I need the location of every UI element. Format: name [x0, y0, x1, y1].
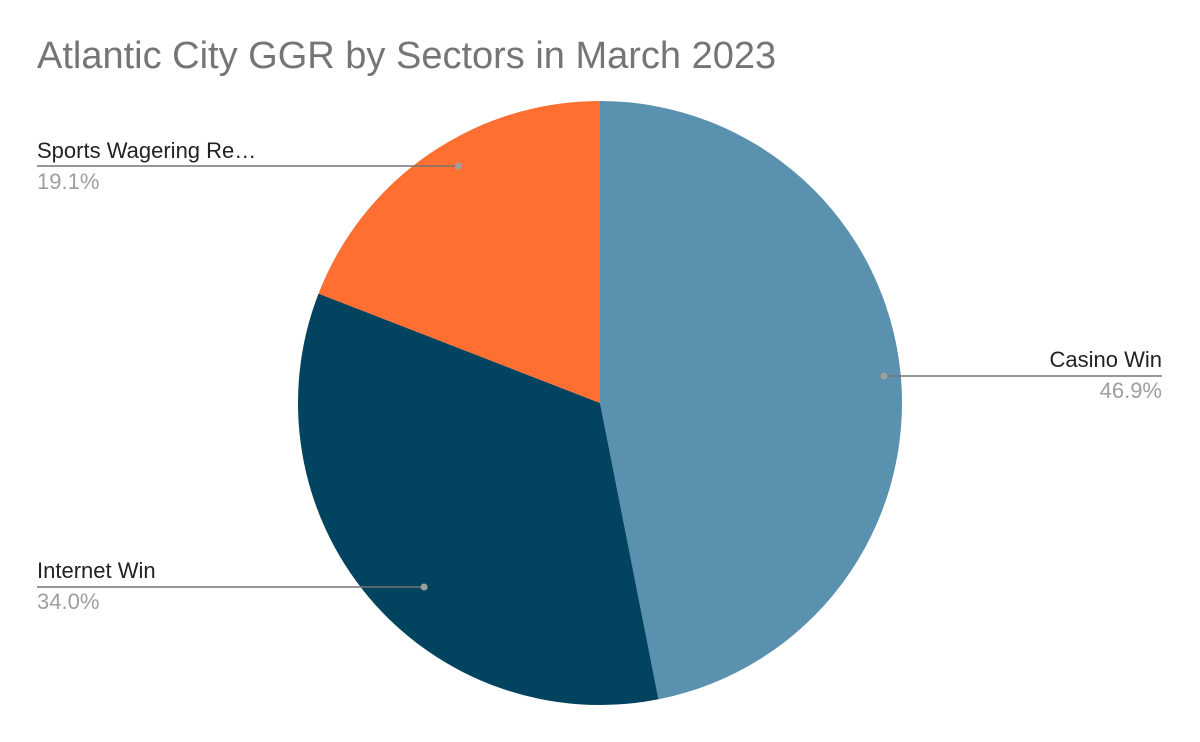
chart-title: Atlantic City GGR by Sectors in March 20… — [37, 35, 776, 77]
slice-percent-label: 46.9% — [1100, 378, 1162, 403]
slice-label-internet-win: Internet Win 34.0% — [37, 558, 428, 614]
slice-label-casino-win: Casino Win 46.9% — [880, 347, 1162, 403]
pie-slice-internet-win — [297, 293, 659, 706]
pie-slice-casino-win — [600, 101, 903, 700]
slice-percent-label: 34.0% — [37, 589, 99, 614]
pie-slices — [297, 101, 903, 706]
leader-dot — [455, 162, 462, 170]
leader-dot — [420, 583, 428, 591]
slice-name-label: Sports Wagering Re… — [37, 138, 256, 163]
slice-percent-label: 19.1% — [37, 169, 99, 194]
pie-slice-sports-wagering-re — [318, 101, 600, 403]
slice-label-sports-wagering-re: Sports Wagering Re… 19.1% — [37, 138, 462, 194]
slice-name-label: Casino Win — [1050, 347, 1162, 372]
slice-name-label: Internet Win — [37, 558, 156, 583]
leader-dot — [880, 372, 888, 380]
slice-labels: Casino Win 46.9% Internet Win 34.0% Sports W… — [37, 138, 1162, 614]
